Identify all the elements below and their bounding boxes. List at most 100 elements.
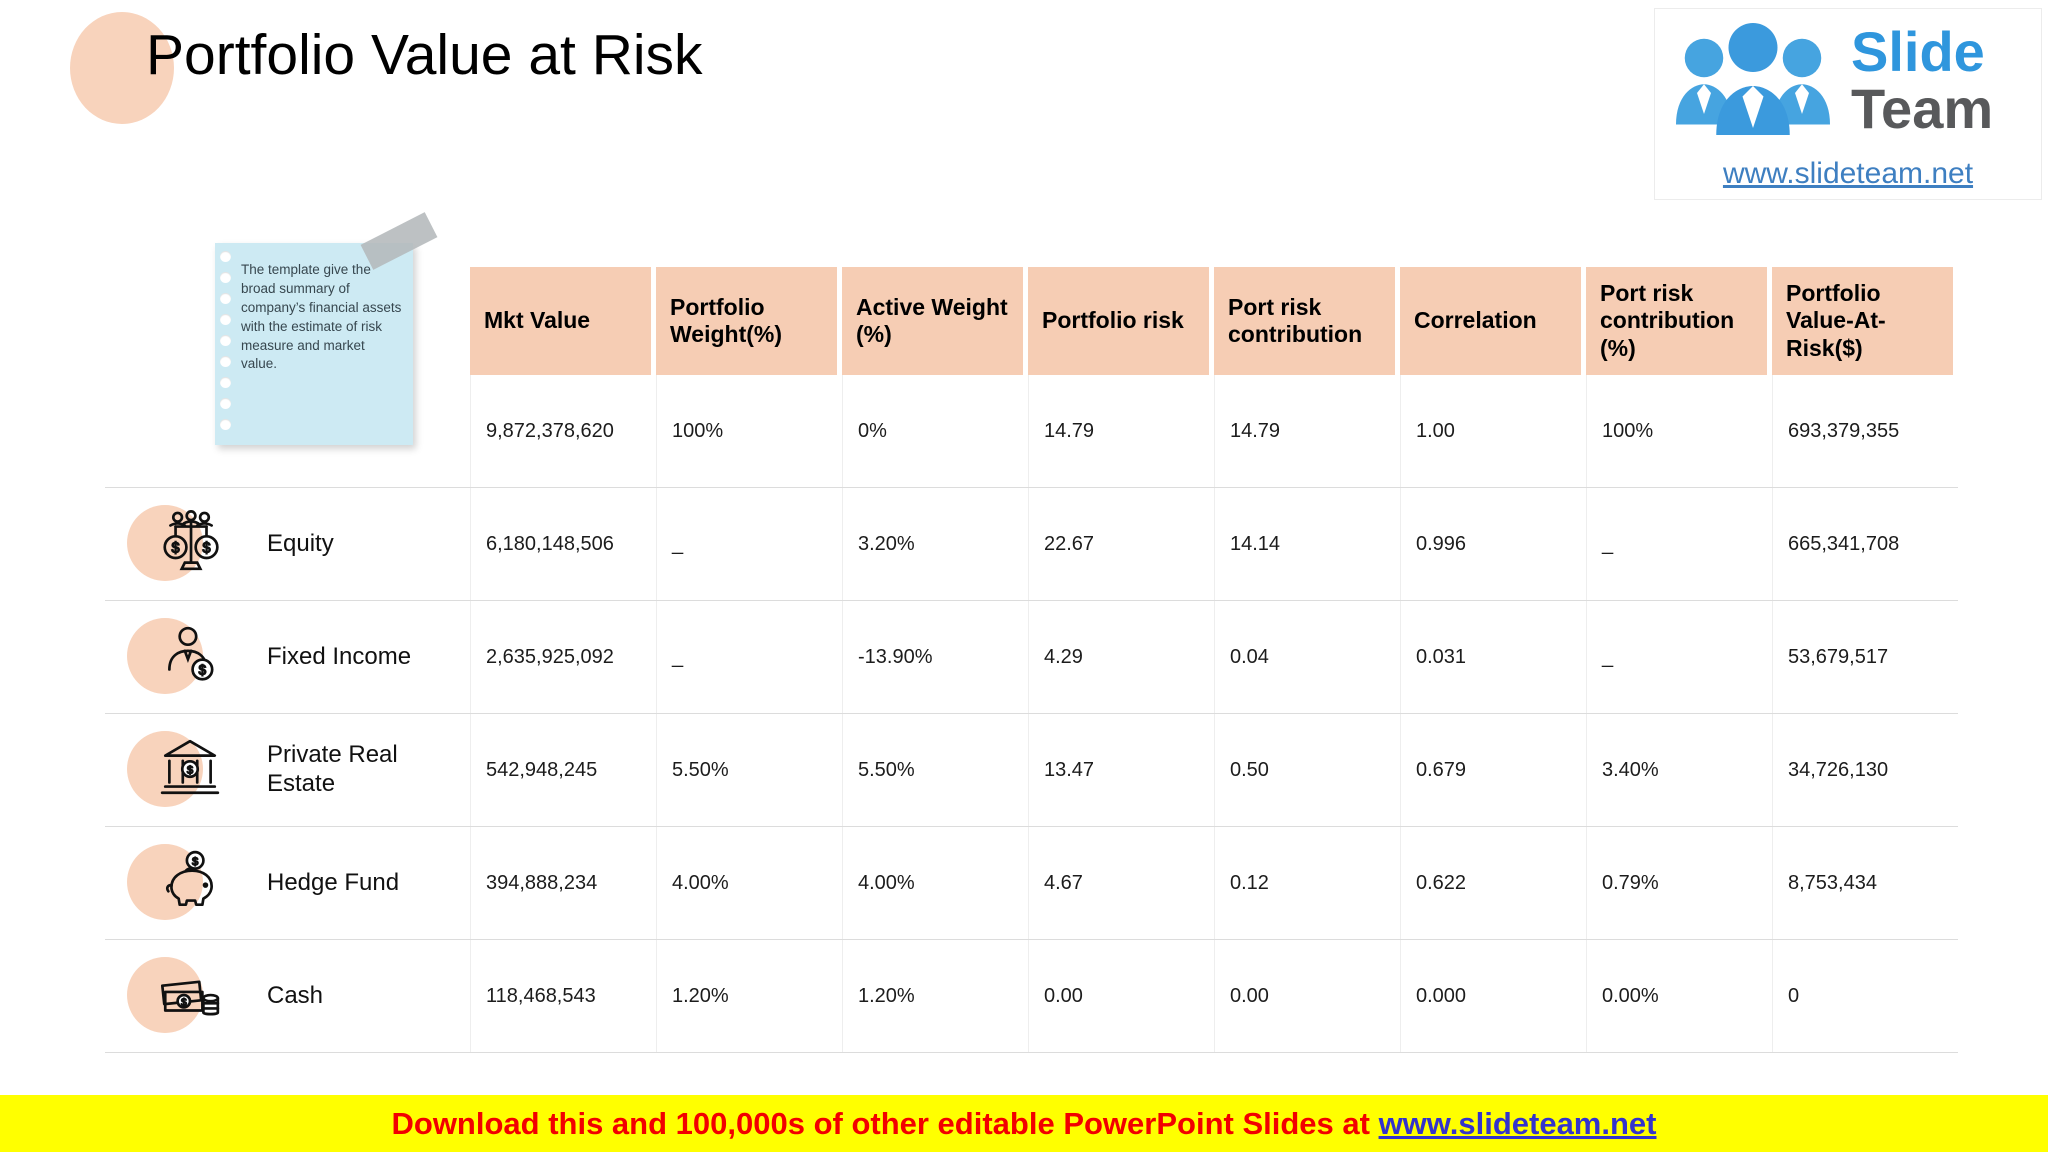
column-header: Portfolio Weight(%) (656, 267, 842, 375)
column-header-label: Portfolio Weight(%) (656, 267, 837, 375)
asset-label-cell: Hedge Fund (105, 827, 470, 939)
table-cell: 0.00 (1214, 940, 1400, 1052)
real-estate-bank-icon (157, 735, 223, 806)
column-header-label: Correlation (1400, 267, 1581, 375)
note-punch-holes (220, 251, 231, 430)
hedge-fund-piggy-icon (157, 848, 223, 919)
table-cell: _ (1586, 601, 1772, 713)
asset-icon-wrap (127, 949, 239, 1043)
table-cell: 0.679 (1400, 714, 1586, 826)
table-row: Fixed Income 2,635,925,092 _ -13.90% 4.29 0.… (105, 601, 1958, 714)
table-cell: _ (656, 601, 842, 713)
table-cell: 394,888,234 (470, 827, 656, 939)
asset-label-cell: Fixed Income (105, 601, 470, 713)
footer-banner: Download this and 100,000s of other edit… (0, 1095, 2048, 1152)
table-cell: 542,948,245 (470, 714, 656, 826)
column-header: Portfolio Value-At-Risk($) (1772, 267, 1958, 375)
asset-icon-wrap (127, 610, 239, 704)
asset-label: Equity (267, 529, 334, 557)
portfolio-table: Mkt Value Portfolio Weight(%) Active Weigh… (105, 267, 1958, 1053)
table-cell: 14.79 (1214, 375, 1400, 487)
column-header-label: Port risk contribution (1214, 267, 1395, 375)
table-cell: 0.622 (1400, 827, 1586, 939)
table-cell: 0.50 (1214, 714, 1400, 826)
table-cell: 1.20% (656, 940, 842, 1052)
table-row: Hedge Fund 394,888,234 4.00% 4.00% 4.67 0.12… (105, 827, 1958, 940)
equity-scale-icon (157, 509, 223, 580)
table-cell: 9,872,378,620 (470, 375, 656, 487)
column-header: Portfolio risk (1028, 267, 1214, 375)
table-cell: 1.00 (1400, 375, 1586, 487)
asset-label: Cash (267, 981, 324, 1009)
table-cell: 4.00% (842, 827, 1028, 939)
table-cell: 0.79% (1586, 827, 1772, 939)
asset-label: Hedge Fund (267, 868, 400, 896)
asset-label-cell: Cash (105, 940, 470, 1052)
column-header-label: Port risk contribution (%) (1586, 267, 1767, 375)
table-cell: -13.90% (842, 601, 1028, 713)
footer-link[interactable]: www.slideteam.net (1378, 1105, 1657, 1141)
team-people-icon (1669, 17, 1837, 155)
note-text: The template give the broad summary of c… (241, 262, 402, 372)
column-header-label: Active Weight (%) (842, 267, 1023, 375)
fixed-income-person-icon (157, 622, 223, 693)
table-cell: 0.04 (1214, 601, 1400, 713)
table-cell: 3.20% (842, 488, 1028, 600)
table-body: 9,872,378,620 100% 0% 14.79 14.79 1.00 100% 693… (105, 375, 1958, 1053)
slideteam-logo: Slide Team www.slideteam.net (1654, 8, 2042, 200)
table-cell: 34,726,130 (1772, 714, 1958, 826)
table-cell: 14.79 (1028, 375, 1214, 487)
table-cell: 53,679,517 (1772, 601, 1958, 713)
logo-word-slide: Slide (1851, 20, 1985, 83)
table-cell: 2,635,925,092 (470, 601, 656, 713)
table-cell: 5.50% (656, 714, 842, 826)
table-cell: 0.00 (1028, 940, 1214, 1052)
asset-label: Fixed Income (267, 642, 412, 670)
column-header-label: Portfolio risk (1028, 267, 1209, 375)
table-row: Equity 6,180,148,506 _ 3.20% 22.67 14.14 0.99… (105, 488, 1958, 601)
asset-label: Private Real Estate (267, 741, 398, 797)
logo-word-team: Team (1851, 77, 1994, 141)
logo-url-link[interactable]: www.slideteam.net (1722, 157, 1974, 190)
table-header-row: Mkt Value Portfolio Weight(%) Active Weigh… (105, 267, 1958, 375)
table-cell: 100% (1586, 375, 1772, 487)
column-header: Port risk contribution (1214, 267, 1400, 375)
cash-money-icon (157, 961, 223, 1032)
table-cell: 118,468,543 (470, 940, 656, 1052)
table-cell: 4.67 (1028, 827, 1214, 939)
sticky-note: The template give the broad summary of c… (215, 212, 438, 445)
table-cell: 4.00% (656, 827, 842, 939)
table-cell: 22.67 (1028, 488, 1214, 600)
table-cell: 6,180,148,506 (470, 488, 656, 600)
header-spacer (105, 267, 470, 375)
column-header: Mkt Value (470, 267, 656, 375)
table-cell: 4.29 (1028, 601, 1214, 713)
asset-label-cell (105, 375, 470, 487)
title-accent-circle (70, 12, 174, 124)
table-cell: 0.000 (1400, 940, 1586, 1052)
table-row: Private Real Estate 542,948,245 5.50% 5.50… (105, 714, 1958, 827)
column-header-label: Mkt Value (470, 267, 651, 375)
table-cell: 14.14 (1214, 488, 1400, 600)
asset-label-cell: Private Real Estate (105, 714, 470, 826)
table-cell: 0.00% (1586, 940, 1772, 1052)
asset-icon-wrap (127, 723, 239, 817)
table-cell: 0 (1772, 940, 1958, 1052)
table-cell: 3.40% (1586, 714, 1772, 826)
footer-text: Download this and 100,000s of other edit… (391, 1105, 1379, 1141)
column-header: Active Weight (%) (842, 267, 1028, 375)
column-header-label: Portfolio Value-At-Risk($) (1772, 267, 1953, 375)
asset-label-cell: Equity (105, 488, 470, 600)
table-cell: 0.996 (1400, 488, 1586, 600)
table-cell: 5.50% (842, 714, 1028, 826)
column-header: Correlation (1400, 267, 1586, 375)
table-cell: 693,379,355 (1772, 375, 1958, 487)
table-cell: 1.20% (842, 940, 1028, 1052)
page-title: Portfolio Value at Risk (146, 23, 703, 87)
column-header: Port risk contribution (%) (1586, 267, 1772, 375)
table-cell: 13.47 (1028, 714, 1214, 826)
asset-icon-wrap (127, 497, 239, 591)
table-cell: 0.031 (1400, 601, 1586, 713)
table-cell: 100% (656, 375, 842, 487)
